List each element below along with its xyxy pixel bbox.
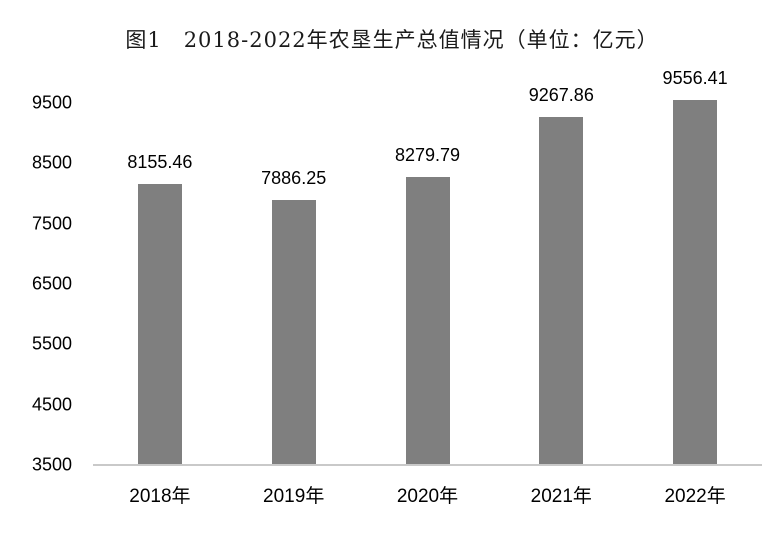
chart-title: 图1 2018-2022年农垦生产总值情况（单位：亿元） xyxy=(125,28,659,52)
y-tick-label: 6500 xyxy=(31,273,72,294)
bar-value-label: 9267.86 xyxy=(528,85,594,105)
bar-value-label: 8155.46 xyxy=(127,152,193,173)
y-tick-label: 5500 xyxy=(31,333,72,354)
x-axis-line xyxy=(93,464,762,466)
y-tick-label: 8500 xyxy=(31,152,72,173)
bar-2020年 xyxy=(405,176,450,464)
bar-value-label: 8279.79 xyxy=(394,144,461,165)
x-tick-label: 2020年 xyxy=(396,486,459,507)
bar-2021年 xyxy=(539,117,584,464)
y-tick-label: 4500 xyxy=(31,394,72,415)
y-tick-label: 9500 xyxy=(31,92,72,113)
x-tick-label: 2022年 xyxy=(664,486,726,507)
x-tick-label: 2021年 xyxy=(530,486,592,507)
x-tick-label: 2018年 xyxy=(129,486,191,507)
y-tick-label: 3500 xyxy=(31,454,72,475)
x-tick-label: 2019年 xyxy=(263,486,325,507)
bar-2022年 xyxy=(673,99,718,464)
bar-value-label: 7886.25 xyxy=(261,168,327,189)
bar-2019年 xyxy=(271,200,316,464)
bar-2018年 xyxy=(137,184,182,464)
y-tick-label: 7500 xyxy=(31,213,72,234)
bar-value-label: 9556.41 xyxy=(662,67,728,88)
